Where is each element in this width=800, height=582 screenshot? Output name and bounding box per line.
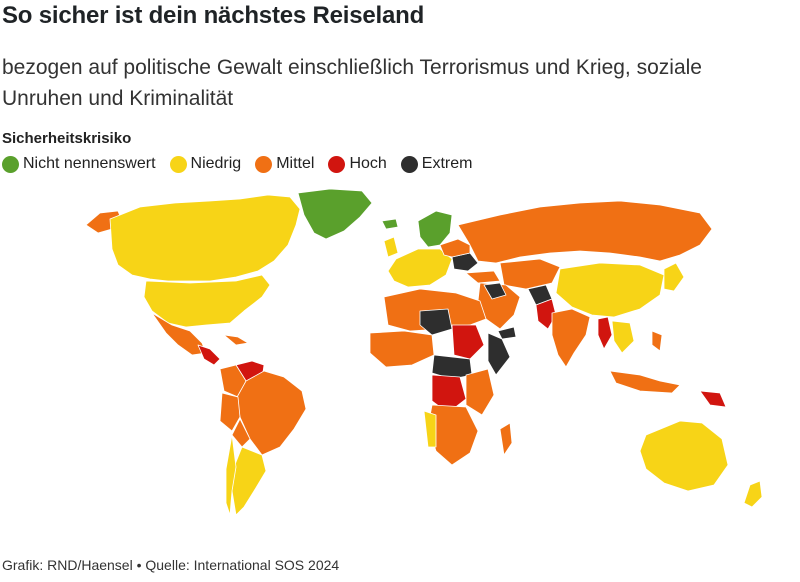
region-southeast-asia	[611, 320, 635, 354]
legend-label: Nicht nennenswert	[23, 155, 156, 172]
region-sudan	[451, 324, 485, 360]
region-philippines	[651, 330, 663, 352]
region-eastern-europe	[439, 238, 471, 258]
region-new-zealand	[743, 480, 763, 508]
region-canada	[109, 194, 301, 282]
legend-item-mittel: Mittel	[255, 155, 314, 173]
legend-swatch	[169, 155, 187, 173]
footer-credit: Grafik: RND/Haensel • Quelle: Internatio…	[2, 557, 340, 573]
legend-label: Niedrig	[190, 155, 242, 172]
legend-item-extrem: Extrem	[400, 155, 473, 173]
legend-item-niedrig: Niedrig	[169, 155, 242, 173]
region-east-africa	[465, 368, 495, 416]
region-angola-namibia	[423, 410, 437, 448]
region-china	[555, 262, 665, 318]
region-congo	[431, 374, 467, 414]
region-western-europe	[387, 248, 453, 288]
region-west-africa	[369, 330, 435, 368]
region-chile	[225, 434, 237, 516]
legend-swatch	[400, 155, 418, 173]
region-usa	[143, 274, 271, 328]
region-indonesia	[609, 370, 681, 394]
region-caribbean	[223, 334, 249, 346]
world-risk-map	[85, 188, 763, 516]
region-scandinavia	[417, 210, 453, 248]
region-horn-africa	[487, 332, 511, 376]
region-madagascar	[499, 422, 513, 456]
legend-swatch	[255, 155, 273, 173]
legend-label: Hoch	[349, 155, 387, 172]
region-russia	[457, 200, 713, 264]
region-argentina	[231, 446, 267, 516]
region-central-america	[197, 344, 221, 366]
region-turkey	[465, 270, 501, 284]
region-australia	[639, 420, 729, 492]
region-syria-iraq	[483, 282, 507, 300]
page-subtitle: bezogen auf politische Gewalt einschließ…	[2, 56, 702, 110]
region-india	[551, 308, 591, 368]
region-greenland	[297, 188, 373, 240]
region-central-asia	[499, 258, 561, 290]
legend-title: Sicherheitskrisiko	[2, 130, 132, 147]
region-uk	[383, 236, 399, 258]
region-central-africa	[431, 354, 473, 380]
legend: Nicht nennenswert Niedrig Mittel Hoch Ex…	[2, 155, 486, 173]
legend-label: Extrem	[421, 155, 473, 172]
region-sahel	[419, 308, 453, 336]
legend-swatch	[328, 155, 346, 173]
region-iceland	[381, 218, 399, 230]
region-japan-korea	[663, 262, 685, 292]
region-papua-new-guinea	[699, 390, 727, 408]
page-title: So sicher ist dein nächstes Reiseland	[2, 2, 425, 29]
region-peru	[219, 392, 241, 432]
legend-swatch	[2, 155, 19, 173]
legend-label: Mittel	[276, 155, 315, 172]
legend-item-hoch: Hoch	[328, 155, 387, 173]
region-myanmar	[597, 316, 613, 350]
region-yemen	[497, 326, 517, 340]
legend-item-nicht-nennenswert: Nicht nennenswert	[2, 155, 156, 173]
